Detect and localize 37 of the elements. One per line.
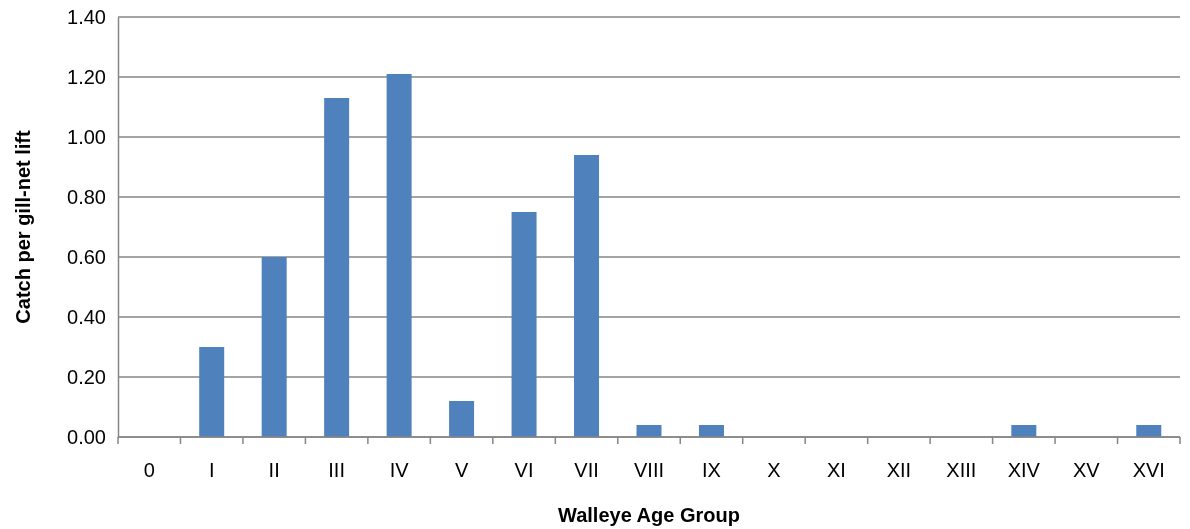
bar — [574, 155, 600, 437]
x-tick-label: XIV — [1007, 459, 1041, 481]
x-tick-label: I — [208, 459, 215, 481]
y-tick-label: 0.40 — [67, 305, 106, 328]
x-tick-label: VII — [574, 459, 599, 481]
x-tick-label: XII — [886, 459, 912, 481]
x-tick-label: XVI — [1132, 459, 1165, 481]
y-tick-label: 0.80 — [67, 185, 106, 208]
x-tick-label: IX — [702, 459, 721, 481]
bar — [511, 212, 537, 437]
x-tick-label: VI — [514, 459, 534, 481]
x-tick-label: XV — [1072, 459, 1101, 481]
x-tick-label: II — [268, 459, 280, 481]
bar — [449, 401, 475, 437]
y-axis-title: Catch per gill-net lift — [12, 129, 34, 324]
bar — [1011, 425, 1037, 437]
x-tick-label: 0 — [143, 459, 155, 481]
x-tick-label: IV — [389, 459, 410, 481]
bar — [261, 257, 287, 437]
x-tick-label: XIII — [946, 459, 977, 481]
bar — [199, 347, 225, 437]
y-tick-label: 1.00 — [67, 125, 106, 148]
bar — [324, 98, 350, 437]
x-tick-label: III — [328, 459, 345, 481]
x-tick-label: XI — [826, 459, 846, 481]
y-tick-label: 1.40 — [67, 5, 106, 28]
x-tick-label: V — [454, 459, 469, 481]
y-tick-label: 0.60 — [67, 245, 106, 268]
x-tick-label: X — [767, 459, 781, 481]
bar — [386, 74, 412, 437]
y-tick-label: 0.20 — [67, 365, 106, 388]
bar — [698, 425, 724, 437]
x-axis-title: Walleye Age Group — [558, 504, 740, 526]
bar — [1136, 425, 1162, 437]
x-tick-label: VIII — [633, 459, 665, 481]
y-tick-label: 0.00 — [67, 425, 106, 448]
y-tick-label: 1.20 — [67, 65, 106, 88]
